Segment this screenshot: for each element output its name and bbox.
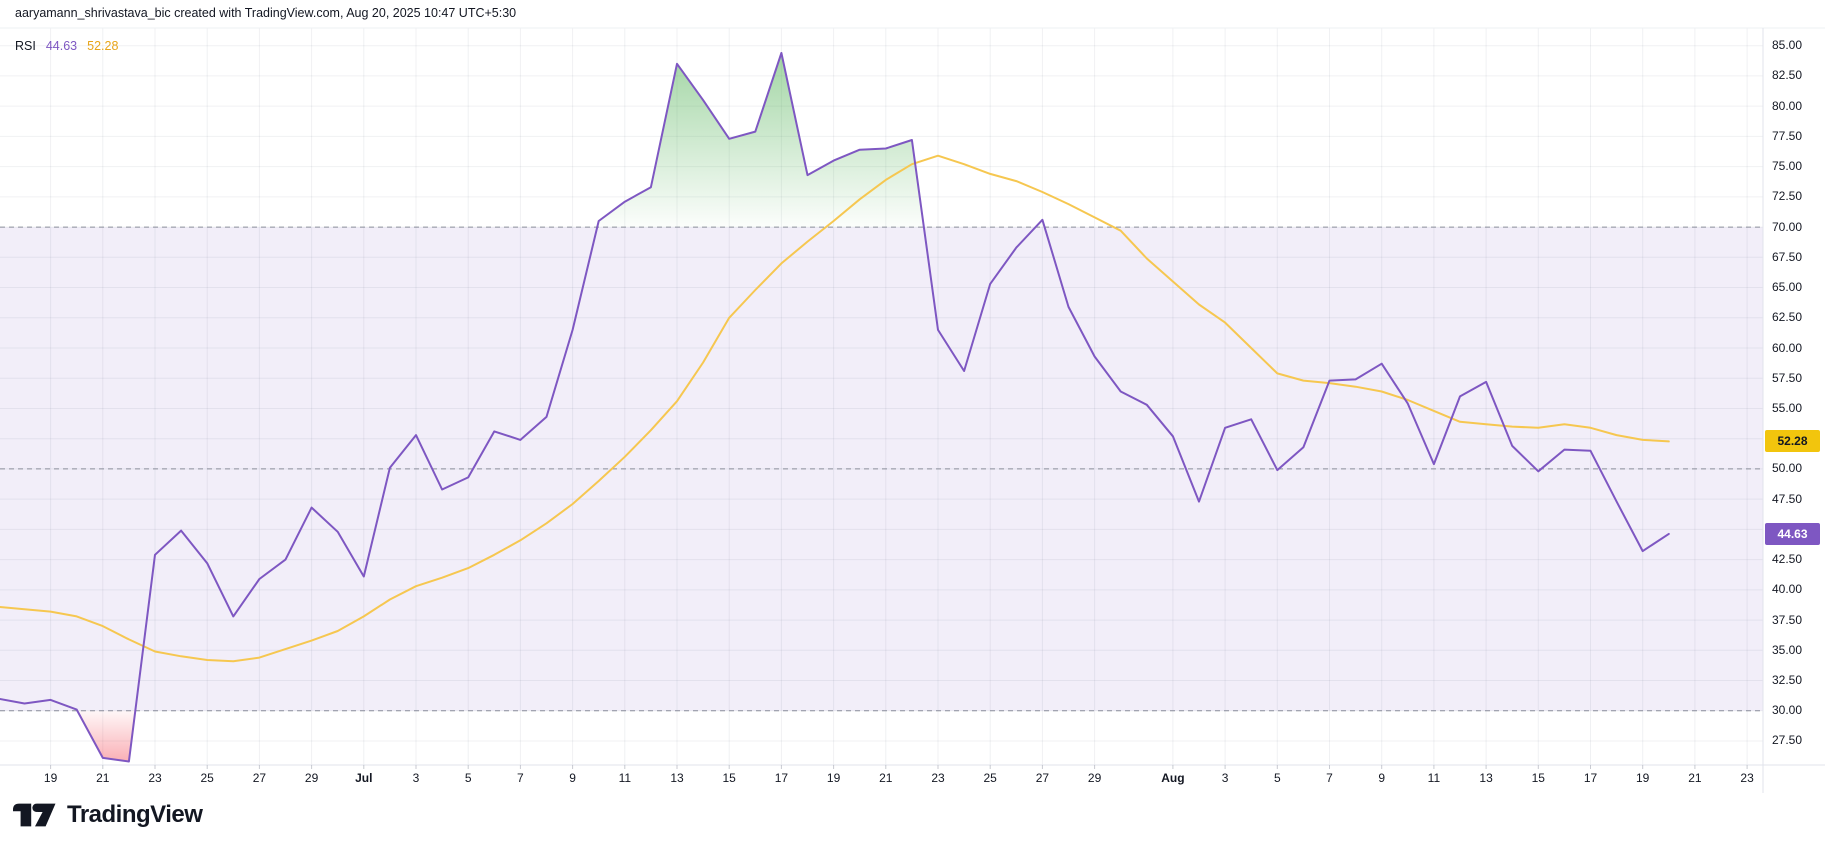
price-tick-label: 67.50 bbox=[1772, 249, 1803, 264]
attribution-text: aaryamann_shrivastava_bic created with T… bbox=[15, 6, 517, 20]
price-tick-label: 37.50 bbox=[1772, 612, 1803, 627]
time-tick-label: 13 bbox=[1479, 771, 1493, 785]
time-tick-label: 23 bbox=[931, 771, 945, 785]
time-tick-label: 17 bbox=[774, 771, 789, 785]
time-tick-label: 9 bbox=[569, 771, 576, 785]
price-tick-label: 65.00 bbox=[1772, 280, 1803, 295]
time-tick-label: Jul bbox=[355, 771, 373, 785]
price-tick-label: 55.00 bbox=[1772, 400, 1803, 415]
time-tick-label: 19 bbox=[1636, 771, 1650, 785]
time-tick-label: 7 bbox=[517, 771, 524, 785]
time-tick-label: 3 bbox=[412, 771, 420, 785]
price-tick-label: 42.50 bbox=[1772, 552, 1803, 567]
price-tick-label: 85.00 bbox=[1772, 38, 1803, 53]
time-tick-label: 19 bbox=[826, 771, 841, 785]
price-tick-label: 35.00 bbox=[1772, 642, 1803, 657]
oversold-fill bbox=[77, 710, 136, 762]
price-tick-label: 47.50 bbox=[1772, 491, 1803, 506]
time-tick-label: 9 bbox=[1378, 771, 1386, 785]
time-tick-label: 25 bbox=[983, 771, 997, 785]
time-tick-label: Aug bbox=[1161, 771, 1185, 785]
price-tick-label: 70.00 bbox=[1772, 219, 1803, 234]
legend-ma-value: 52.28 bbox=[87, 39, 119, 53]
price-tick-label: 50.00 bbox=[1772, 461, 1803, 476]
rsi-price-badge: 44.63 bbox=[1765, 522, 1820, 545]
price-tick-label: 62.50 bbox=[1772, 310, 1803, 325]
legend-rsi-value: 44.63 bbox=[45, 39, 78, 53]
rsi-line bbox=[0, 52, 1670, 763]
time-tick-label: 13 bbox=[670, 771, 684, 785]
time-tick-label: 7 bbox=[1326, 771, 1333, 785]
tradingview-logo-text: TradingView bbox=[67, 801, 203, 828]
tradingview-logo-mark bbox=[13, 803, 56, 827]
indicator-name: RSI bbox=[15, 39, 36, 53]
time-tick-label: 21 bbox=[96, 771, 110, 785]
price-tick-label: 32.50 bbox=[1772, 673, 1803, 688]
time-tick-label: 25 bbox=[200, 771, 214, 785]
time-tick-label: 21 bbox=[879, 771, 893, 785]
time-tick-label: 21 bbox=[1688, 771, 1702, 785]
gridlines bbox=[0, 28, 1763, 765]
price-tick-label: 27.50 bbox=[1772, 733, 1803, 748]
price-tick-label: 82.50 bbox=[1772, 68, 1803, 83]
price-tick-label: 57.50 bbox=[1772, 370, 1803, 385]
time-tick-label: 23 bbox=[148, 771, 162, 785]
time-tick-label: 27 bbox=[1035, 771, 1050, 785]
ma-price-badge: 52.28 bbox=[1765, 430, 1820, 453]
time-tick-label: 3 bbox=[1221, 771, 1229, 785]
price-tick-label: 40.00 bbox=[1772, 582, 1803, 597]
time-tick-label: 19 bbox=[43, 771, 58, 785]
price-tick-label: 75.00 bbox=[1772, 159, 1803, 174]
time-tick-label: 5 bbox=[1273, 771, 1281, 785]
time-tick-label: 29 bbox=[304, 771, 319, 785]
time-tick-label: 27 bbox=[252, 771, 267, 785]
price-tick-label: 80.00 bbox=[1772, 98, 1803, 113]
price-tick-label: 72.50 bbox=[1772, 189, 1803, 204]
time-tick-label: 11 bbox=[1427, 771, 1441, 785]
header-bar: aaryamann_shrivastava_bic created with T… bbox=[0, 0, 1825, 27]
time-tick-label: 15 bbox=[722, 771, 736, 785]
price-tick-label: 30.00 bbox=[1772, 703, 1803, 718]
time-tick-label: 17 bbox=[1583, 771, 1598, 785]
time-tick-label: 29 bbox=[1087, 771, 1102, 785]
price-tick-label: 60.00 bbox=[1772, 340, 1803, 355]
time-tick-label: 15 bbox=[1531, 771, 1545, 785]
time-tick-label: 23 bbox=[1740, 771, 1754, 785]
ma-line bbox=[0, 154, 1670, 663]
time-tick-label: 11 bbox=[618, 771, 632, 785]
tradingview-logo[interactable]: TradingView bbox=[13, 800, 203, 830]
indicator-legend[interactable]: RSI 44.63 52.28 bbox=[15, 39, 118, 53]
overbought-fill bbox=[597, 53, 924, 228]
price-tick-label: 77.50 bbox=[1772, 128, 1803, 143]
time-tick-label: 5 bbox=[464, 771, 472, 785]
